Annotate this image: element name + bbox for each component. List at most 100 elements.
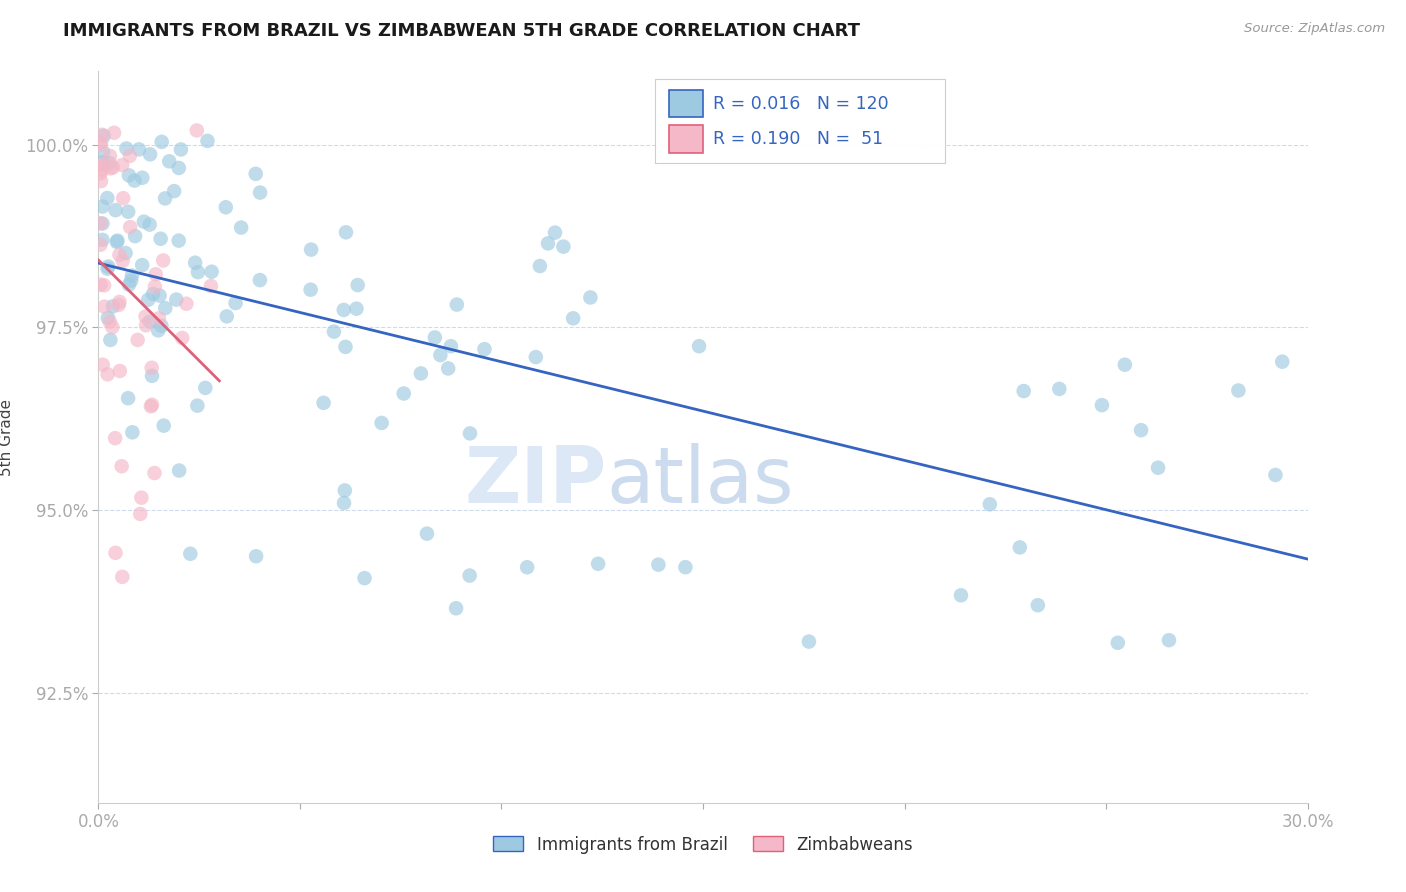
Point — [1130, 423, 1153, 437]
Point — [90, 162, 112, 177]
Point — [118, 277, 141, 292]
Point — [89, 237, 111, 252]
Point — [136, 293, 159, 307]
Point — [91, 199, 114, 213]
Point — [93, 300, 115, 314]
Point — [91, 145, 114, 160]
Point — [1114, 358, 1136, 372]
Point — [544, 226, 567, 240]
Point — [148, 323, 170, 337]
Point — [135, 310, 157, 324]
Point — [1091, 398, 1114, 412]
Point — [91, 358, 114, 372]
Point — [323, 325, 346, 339]
Point — [98, 315, 121, 329]
Point — [118, 149, 141, 163]
Point — [194, 381, 217, 395]
Point — [108, 248, 131, 262]
Point — [150, 135, 173, 149]
Point — [139, 400, 162, 414]
Point — [673, 560, 696, 574]
Point — [111, 570, 134, 584]
Point — [231, 220, 253, 235]
Point — [1271, 354, 1294, 368]
Point — [440, 339, 463, 353]
Point — [524, 350, 547, 364]
Point — [167, 234, 190, 248]
Point — [979, 497, 1001, 511]
Point — [107, 298, 129, 312]
Point — [579, 290, 602, 304]
Point — [586, 557, 609, 571]
Point — [437, 361, 460, 376]
Point — [129, 507, 152, 521]
Point — [429, 348, 451, 362]
Point — [127, 333, 149, 347]
Point — [97, 260, 120, 274]
Point — [135, 318, 157, 333]
Point — [155, 301, 177, 315]
Point — [91, 217, 114, 231]
Point — [157, 154, 180, 169]
Legend: Immigrants from Brazil, Zimbabweans: Immigrants from Brazil, Zimbabweans — [486, 829, 920, 860]
Text: atlas: atlas — [606, 443, 794, 519]
Point — [179, 547, 201, 561]
Point — [423, 330, 446, 344]
Point — [170, 143, 193, 157]
Point — [1012, 384, 1035, 398]
Point — [117, 391, 139, 405]
Point — [200, 279, 222, 293]
Point — [111, 459, 134, 474]
Point — [245, 549, 267, 564]
Text: ZIP: ZIP — [464, 443, 606, 519]
Point — [104, 203, 127, 218]
Point — [186, 123, 208, 137]
Point — [131, 258, 153, 272]
Point — [91, 233, 114, 247]
Point — [105, 235, 128, 249]
Point — [89, 166, 111, 180]
Point — [101, 320, 124, 334]
Point — [245, 167, 267, 181]
Point — [89, 138, 111, 153]
Text: R = 0.016   N = 120: R = 0.016 N = 120 — [713, 95, 889, 112]
Point — [537, 236, 560, 251]
Point — [409, 367, 432, 381]
Point — [131, 170, 153, 185]
Point — [312, 396, 335, 410]
Point — [96, 191, 118, 205]
Point — [121, 268, 143, 283]
Point — [124, 229, 146, 244]
Point — [90, 174, 112, 188]
Point — [335, 340, 357, 354]
Point — [90, 136, 112, 150]
Point — [98, 149, 121, 163]
Point — [93, 128, 115, 143]
Point — [141, 398, 163, 412]
Point — [89, 216, 111, 230]
Point — [114, 246, 136, 260]
Point — [201, 265, 224, 279]
Point — [141, 360, 163, 375]
Bar — [669, 126, 703, 153]
Point — [444, 601, 467, 615]
Point — [1026, 598, 1049, 612]
Point — [97, 368, 120, 382]
FancyBboxPatch shape — [655, 78, 945, 163]
Point — [132, 215, 155, 229]
Point — [118, 169, 141, 183]
Point — [249, 186, 271, 200]
Point — [688, 339, 710, 353]
Point — [104, 546, 127, 560]
Point — [150, 318, 173, 333]
Point — [187, 265, 209, 279]
Point — [143, 466, 166, 480]
Y-axis label: 5th Grade: 5th Grade — [0, 399, 14, 475]
Point — [112, 191, 135, 205]
Point — [124, 173, 146, 187]
Point — [1157, 633, 1180, 648]
Point — [1107, 636, 1129, 650]
Point — [97, 310, 120, 325]
Point — [165, 293, 187, 307]
Point — [111, 253, 134, 268]
